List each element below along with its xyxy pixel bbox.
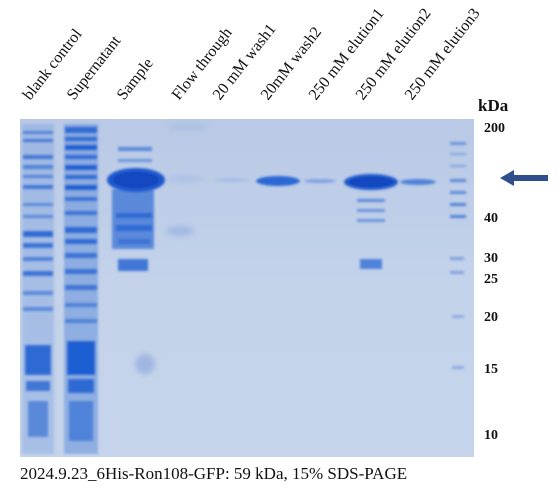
marker-label-40: 40 (484, 211, 498, 226)
arrow-left-icon (500, 170, 548, 186)
lane-wash2 (256, 176, 336, 186)
band-wash1 (214, 178, 250, 182)
figure-caption: 2024.9.23_6His-Ron108-GFP: 59 kDa, 15% S… (20, 464, 408, 483)
marker-label-200: 200 (484, 121, 505, 136)
gel-image (20, 119, 474, 457)
lane-flow-through (166, 124, 206, 236)
marker-label-10: 10 (484, 428, 498, 443)
lane-supernatant (64, 124, 98, 454)
lane-sample (107, 147, 165, 374)
marker-label-25: 25 (484, 272, 498, 287)
lane-blank-control (22, 124, 54, 454)
marker-ladder (450, 142, 466, 369)
kda-unit-label: kDa (478, 96, 509, 115)
marker-label-20: 20 (484, 310, 498, 325)
marker-label-15: 15 (484, 362, 498, 377)
marker-label-30: 30 (484, 251, 498, 266)
lane-label-sample: Sample (113, 55, 157, 104)
band-elution2 (400, 179, 436, 185)
lane-labels: blank control Supernatant Sample Flow th… (0, 0, 558, 120)
lane-elution1 (344, 174, 398, 269)
